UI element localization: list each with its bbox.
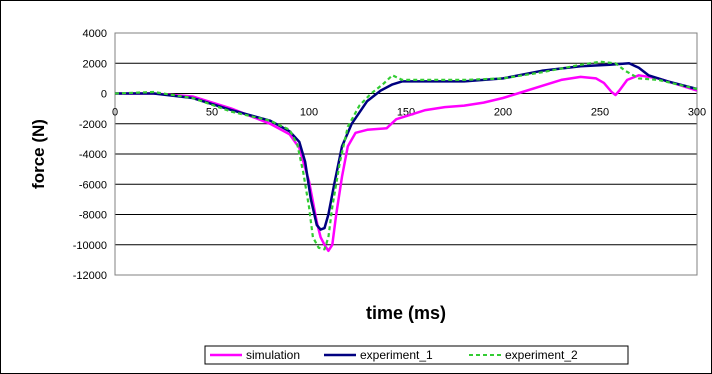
series-line-experiment_1 (115, 62, 698, 231)
y-tick-label: 2000 (83, 58, 107, 70)
grid-lines (115, 32, 697, 276)
legend-label-experiment_1: experiment_1 (360, 348, 433, 362)
plot-area (114, 32, 698, 276)
series-group (114, 60, 698, 253)
x-tick-label: 200 (494, 107, 512, 119)
x-tick-label: 250 (591, 107, 609, 119)
y-axis-title: force (N) (29, 119, 48, 189)
y-tick-label: -6000 (79, 179, 107, 191)
x-tick-label: 100 (300, 107, 318, 119)
x-axis-title: time (ms) (366, 303, 446, 323)
y-tick-label: -12000 (73, 270, 107, 282)
y-tick-label: -2000 (79, 119, 107, 131)
legend: simulation experiment_1 experiment_2 (204, 345, 629, 365)
legend-box (204, 345, 629, 365)
x-tick-label: 0 (112, 107, 118, 119)
y-tick-label: -10000 (73, 240, 107, 252)
legend-label-simulation: simulation (246, 348, 300, 362)
x-tick-label: 50 (206, 107, 218, 119)
y-tick-label: 0 (101, 89, 107, 101)
y-tick-label: -4000 (79, 149, 107, 161)
series-line-simulation (115, 74, 698, 253)
y-tick-labels: 4000 2000 0 -2000 -4000 -6000 -8000 -10000 -1200… (73, 28, 107, 282)
y-tick-label: -8000 (79, 210, 107, 222)
series-line-experiment_2 (114, 60, 698, 251)
legend-label-experiment_2: experiment_2 (505, 348, 578, 362)
x-tick-labels: 0 50 100 150 200 250 300 (112, 107, 706, 119)
y-tick-label: 4000 (83, 28, 107, 40)
x-tick-label: 300 (688, 107, 706, 119)
